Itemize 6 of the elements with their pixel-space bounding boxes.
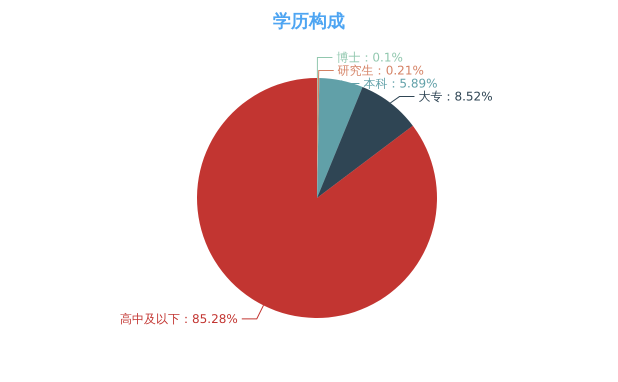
slice-label: 大专：8.52% — [418, 90, 493, 104]
slice-label: 高中及以下：85.28% — [120, 312, 238, 326]
slice-label: 研究生：0.21% — [338, 64, 424, 78]
slice-label: 博士：0.1% — [336, 50, 403, 65]
slice-label: 本科：5.89% — [363, 76, 438, 91]
chart-title: 学历构成 — [273, 11, 345, 32]
